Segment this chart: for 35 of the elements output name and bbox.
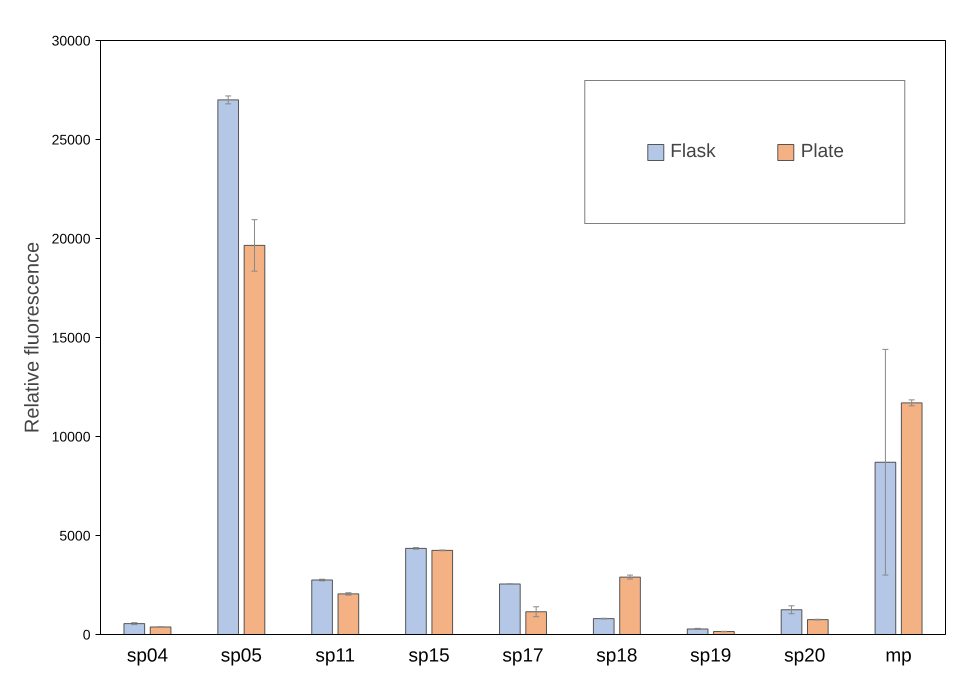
bar <box>123 623 146 634</box>
x-tick-label: mp <box>885 646 912 666</box>
bar <box>499 584 521 634</box>
bar <box>619 576 641 634</box>
y-axis-title: Relative fluorescence <box>22 242 44 434</box>
bar <box>405 548 427 634</box>
bar <box>874 462 896 634</box>
x-tick-label: sp11 <box>315 646 356 666</box>
y-tick-label: 10000 <box>52 428 91 444</box>
bar <box>338 593 360 634</box>
x-tick-label: sp20 <box>784 646 826 666</box>
y-tick-label: 0 <box>82 626 91 642</box>
x-tick-label: sp17 <box>502 646 544 666</box>
y-tick-label: 25000 <box>52 132 91 148</box>
x-tick-label: sp15 <box>408 646 450 666</box>
bar <box>592 618 615 634</box>
bar <box>900 402 923 634</box>
bar <box>780 609 802 634</box>
x-tick-label: sp05 <box>220 646 262 666</box>
y-tick-label: 30000 <box>52 32 91 48</box>
bar <box>311 580 333 634</box>
bar <box>806 619 829 634</box>
x-tick-label: sp19 <box>690 646 732 666</box>
y-tick-label: 15000 <box>52 330 91 346</box>
bar <box>217 99 240 634</box>
bar <box>525 611 547 634</box>
bar <box>431 550 454 634</box>
legend-label: Plate <box>800 141 844 163</box>
y-tick-label: 20000 <box>52 230 91 246</box>
legend-label: Flask <box>670 141 716 163</box>
bar <box>244 244 266 634</box>
x-tick-label: sp18 <box>596 646 638 666</box>
bar <box>150 626 172 634</box>
y-tick-label: 5000 <box>59 528 91 544</box>
x-tick-label: sp04 <box>126 646 168 666</box>
